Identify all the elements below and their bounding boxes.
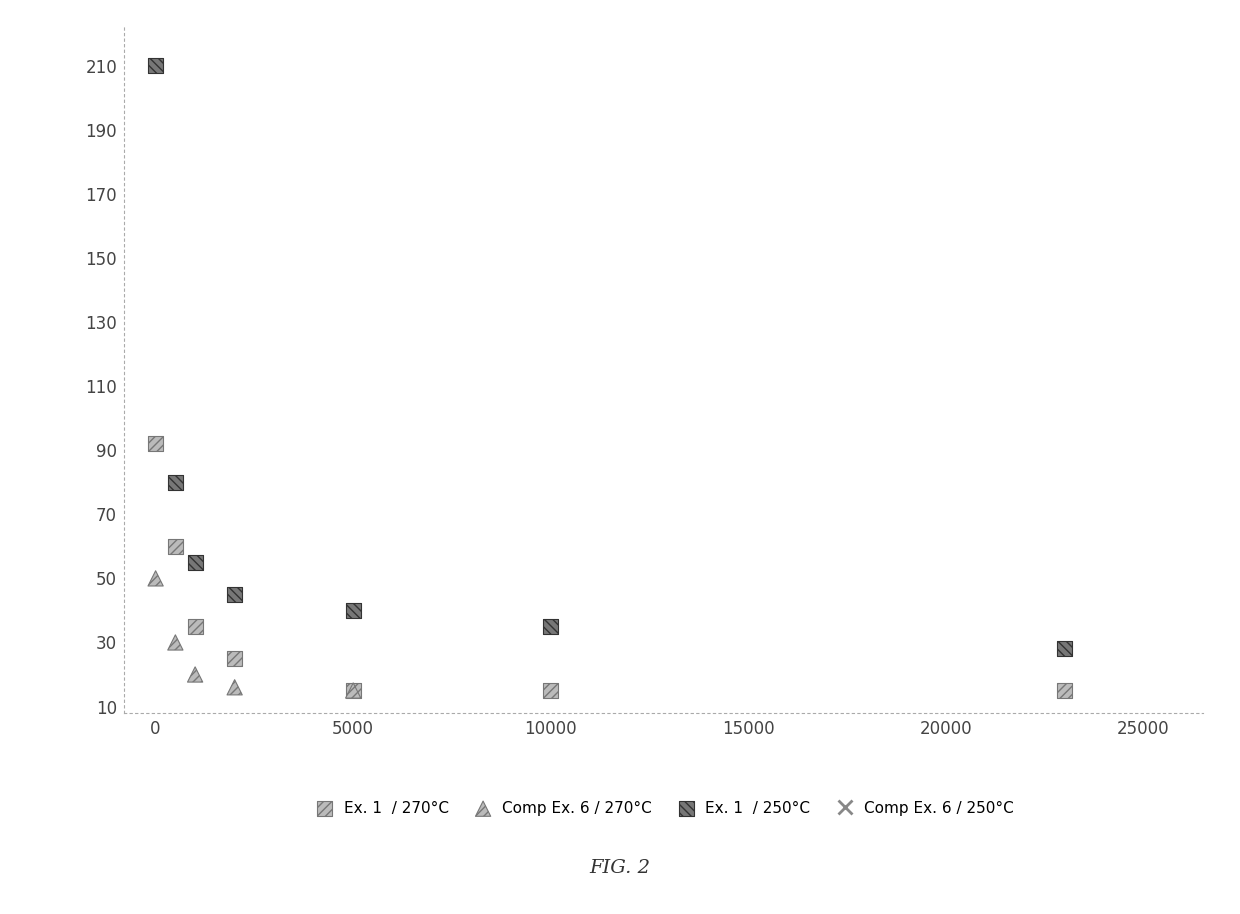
Point: [1054, 683, 1074, 697]
Point: [145, 148, 165, 163]
Point: [145, 58, 165, 73]
Point: [224, 680, 244, 695]
Point: [343, 603, 363, 618]
Point: [165, 340, 185, 355]
Point: [185, 555, 205, 569]
Point: [145, 437, 165, 452]
Point: [1054, 642, 1074, 656]
Point: [165, 539, 185, 554]
Point: [185, 619, 205, 633]
Point: [224, 651, 244, 665]
Point: [145, 571, 165, 586]
Point: [185, 561, 205, 576]
Text: FIG. 2: FIG. 2: [589, 859, 651, 877]
Point: [165, 635, 185, 650]
Point: [224, 587, 244, 601]
Legend: Ex. 1  / 270°C, Comp Ex. 6 / 270°C, Ex. 1  / 250°C, Comp Ex. 6 / 250°C: Ex. 1 / 270°C, Comp Ex. 6 / 270°C, Ex. 1…: [308, 794, 1019, 822]
Point: [343, 683, 363, 697]
Point: [343, 683, 363, 697]
Point: [185, 667, 205, 682]
Point: [165, 475, 185, 490]
Point: [541, 619, 560, 633]
Point: [541, 683, 560, 697]
